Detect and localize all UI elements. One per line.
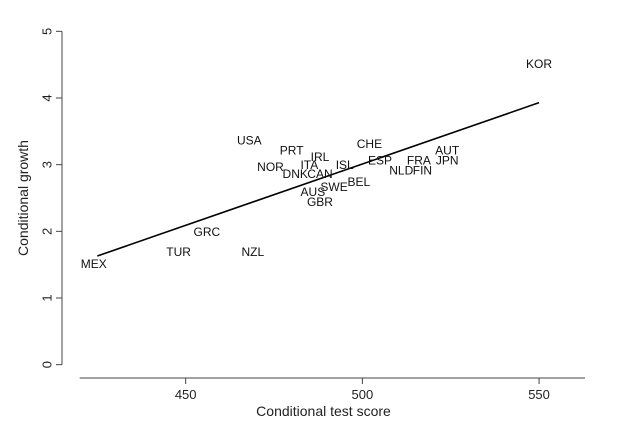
point-label-can: CAN: [307, 167, 332, 181]
point-label-prt: PRT: [280, 144, 304, 158]
y-tick-label: 4: [39, 94, 54, 101]
axes: 0 1 2 3 4 5 450 500 550: [39, 28, 585, 402]
x-axis-title: Conditional test score: [256, 403, 391, 419]
point-label-isl: ISL: [336, 158, 354, 172]
point-label-aus: AUS: [301, 185, 326, 199]
point-label-nor: NOR: [257, 160, 284, 174]
point-label-nzl: NZL: [241, 245, 264, 259]
point-label-gbr: GBR: [307, 195, 333, 209]
y-tick-label: 3: [39, 161, 54, 168]
point-label-nld: NLD: [389, 164, 413, 178]
x-tick-label: 500: [352, 387, 374, 402]
x-tick-label: 550: [528, 387, 550, 402]
point-label-aut: AUT: [435, 144, 460, 158]
point-label-grc: GRC: [194, 225, 221, 239]
y-tick-label: 2: [39, 228, 54, 235]
point-label-tur: TUR: [166, 245, 191, 259]
point-label-dnk: DNK: [283, 167, 308, 181]
point-label-irl: IRL: [311, 150, 330, 164]
point-label-mex: MEX: [81, 257, 107, 271]
point-label-jpn: JPN: [436, 154, 459, 168]
point-label-fin: FIN: [413, 164, 432, 178]
point-label-esp: ESP: [368, 154, 392, 168]
point-label-che: CHE: [357, 137, 382, 151]
x-tick-label: 450: [175, 387, 197, 402]
fit-line: [97, 101, 540, 257]
y-tick-label: 5: [39, 28, 54, 35]
y-axis-title: Conditional growth: [15, 140, 31, 256]
y-tick-label: 0: [39, 361, 54, 368]
point-label-usa: USA: [237, 134, 262, 148]
point-label-bel: BEL: [347, 175, 370, 189]
y-tick-label: 1: [39, 294, 54, 301]
point-label-fra: FRA: [407, 154, 431, 168]
point-label-kor: KOR: [526, 57, 552, 71]
point-label-ita: ITA: [300, 158, 318, 172]
point-labels: KOR USA CHE AUT PRT IRL ESP FRA JPN NOR ITA ISL NLD F…: [81, 57, 553, 271]
point-label-swe: SWE: [320, 180, 347, 194]
fit-line-group: [97, 101, 540, 257]
